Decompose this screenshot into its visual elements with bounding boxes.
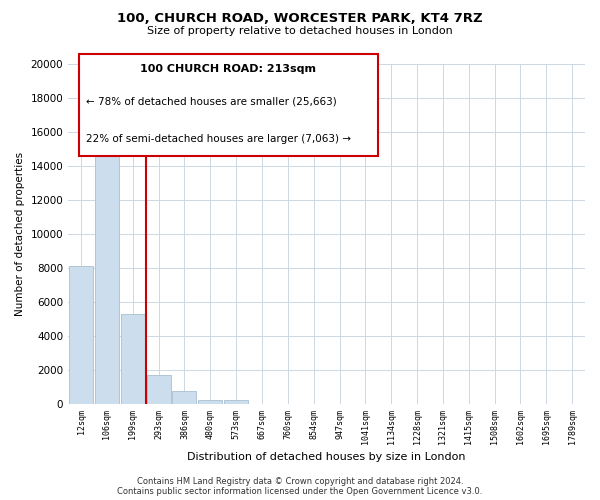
Text: 22% of semi-detached houses are larger (7,063) →: 22% of semi-detached houses are larger (… xyxy=(86,134,351,143)
FancyBboxPatch shape xyxy=(79,54,378,156)
Text: Size of property relative to detached houses in London: Size of property relative to detached ho… xyxy=(147,26,453,36)
Bar xyxy=(121,314,145,404)
Bar xyxy=(69,266,93,404)
Y-axis label: Number of detached properties: Number of detached properties xyxy=(15,152,25,316)
Text: Contains HM Land Registry data © Crown copyright and database right 2024.: Contains HM Land Registry data © Crown c… xyxy=(137,477,463,486)
Bar xyxy=(146,374,170,404)
Bar xyxy=(224,400,248,404)
Text: ← 78% of detached houses are smaller (25,663): ← 78% of detached houses are smaller (25… xyxy=(86,97,337,107)
Bar xyxy=(95,124,119,404)
Bar xyxy=(172,390,196,404)
X-axis label: Distribution of detached houses by size in London: Distribution of detached houses by size … xyxy=(187,452,466,462)
Bar xyxy=(198,400,223,404)
Text: Contains public sector information licensed under the Open Government Licence v3: Contains public sector information licen… xyxy=(118,487,482,496)
Text: 100, CHURCH ROAD, WORCESTER PARK, KT4 7RZ: 100, CHURCH ROAD, WORCESTER PARK, KT4 7R… xyxy=(117,12,483,26)
Text: 100 CHURCH ROAD: 213sqm: 100 CHURCH ROAD: 213sqm xyxy=(140,64,316,74)
